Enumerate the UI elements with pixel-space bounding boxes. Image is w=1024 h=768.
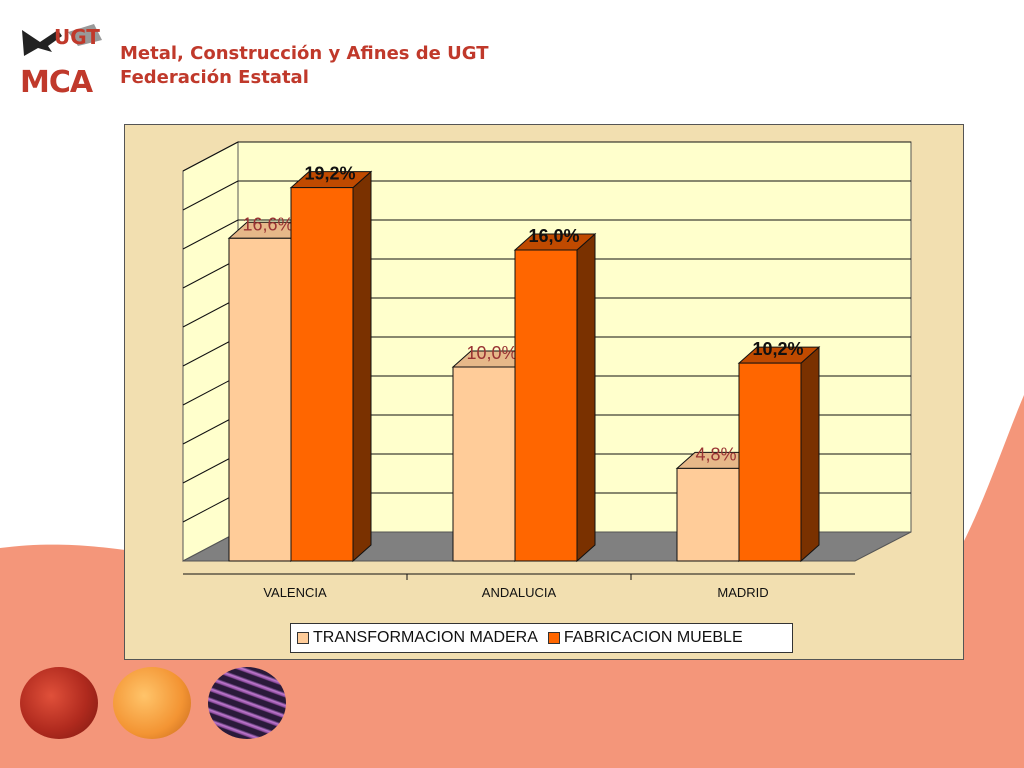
bar-side <box>800 345 820 563</box>
bar <box>676 467 740 562</box>
data-label: 10,0% <box>466 343 517 363</box>
bar-side <box>576 232 596 563</box>
data-label: 16,0% <box>528 226 579 246</box>
header-line-2: Federación Estatal <box>120 67 309 88</box>
thumbnail-orange-texture <box>113 667 191 739</box>
bar <box>290 187 354 562</box>
gridline-side <box>182 180 239 211</box>
logo-mca-text: MCA <box>20 65 94 98</box>
header-line-1: Metal, Construcción y Afines de UGT <box>120 43 489 64</box>
thumbnail-red-texture <box>20 667 98 739</box>
legend-swatch-series-2 <box>547 632 560 644</box>
legend-swatch-series-1 <box>297 632 309 644</box>
logo-ugt-text: UGT <box>54 25 100 49</box>
x-tick-label: MADRID <box>717 585 768 600</box>
legend-label-series-1: TRANSFORMACION MADERA <box>313 629 538 646</box>
bar <box>738 362 802 562</box>
data-label: 19,2% <box>304 164 355 184</box>
x-tick-label: VALENCIA <box>263 585 327 600</box>
organization-header: Metal, Construcción y Afines de UGT Fede… <box>120 42 489 90</box>
chart-legend: TRANSFORMACION MADERA FABRICACION MUEBLE <box>290 623 793 653</box>
chart-panel: VALENCIA 16,6% 19,2% ANDALUCIA 10,0% 16,0% MAD… <box>124 124 964 660</box>
data-label: 16,6% <box>242 214 293 234</box>
bar <box>452 366 516 562</box>
ugt-mca-logo: UGT MCA <box>18 22 106 100</box>
legend-item-series-2: FABRICACION MUEBLE <box>547 629 743 647</box>
legend-label-series-2: FABRICACION MUEBLE <box>563 629 743 646</box>
thumbnail-dark-texture <box>208 667 286 739</box>
x-tick-label: ANDALUCIA <box>482 585 557 600</box>
gridline-side <box>182 141 239 172</box>
bar <box>228 237 292 562</box>
bar <box>514 249 578 562</box>
data-label: 10,2% <box>752 339 803 359</box>
data-label: 4,8% <box>695 444 736 464</box>
bar-chart: VALENCIA 16,6% 19,2% ANDALUCIA 10,0% 16,0% MAD… <box>182 141 912 600</box>
legend-item-series-1: TRANSFORMACION MADERA <box>297 629 538 647</box>
bar-side <box>352 170 372 563</box>
gridline-side <box>182 219 239 250</box>
